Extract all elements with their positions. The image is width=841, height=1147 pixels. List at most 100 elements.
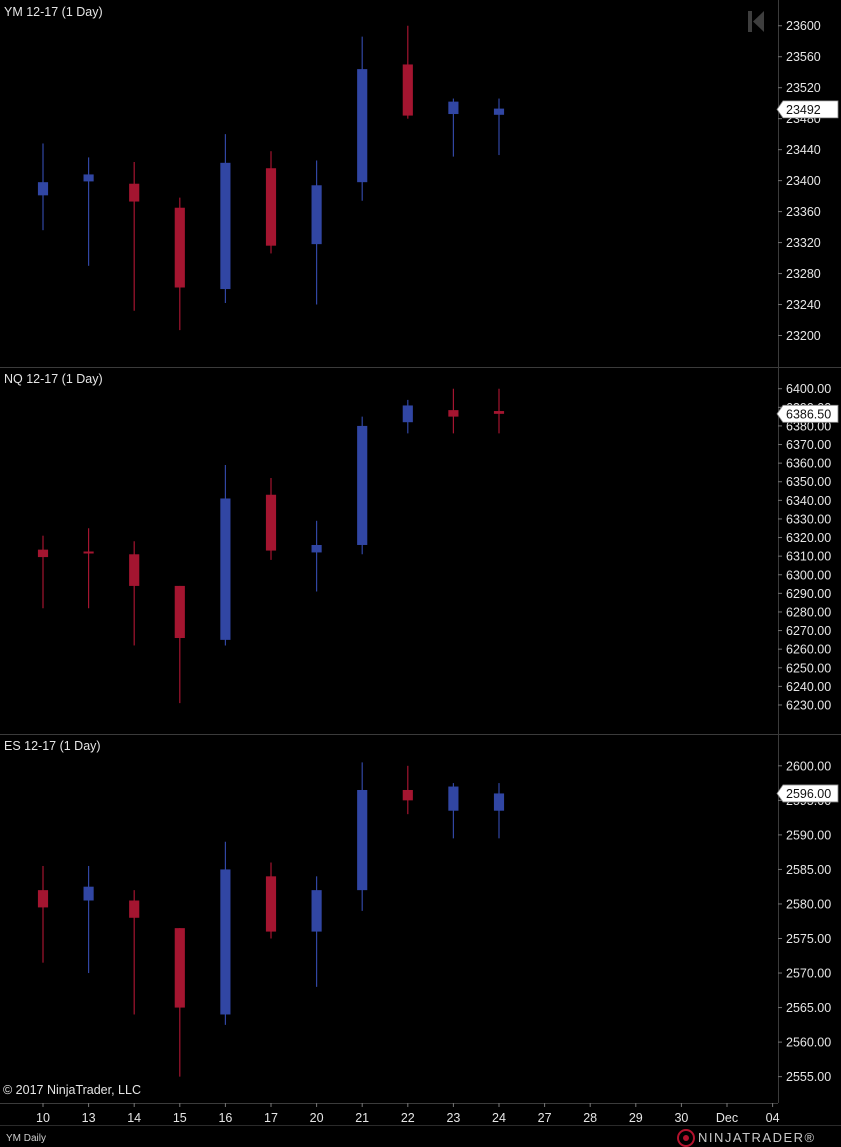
candle-21[interactable] xyxy=(357,416,368,555)
y-tick-label: 2560.00 xyxy=(786,1036,831,1050)
skip-to-end-icon[interactable] xyxy=(748,11,764,32)
candle-23[interactable] xyxy=(448,388,459,434)
candle-22[interactable] xyxy=(402,25,413,119)
candle-22[interactable] xyxy=(402,399,413,434)
candle-20[interactable] xyxy=(311,520,322,592)
candle-body xyxy=(220,162,231,290)
candle-24[interactable] xyxy=(493,98,505,156)
y-tick-label: 23560 xyxy=(786,50,821,64)
last-price-badge: 6386.50 xyxy=(776,404,839,423)
y-tick-label: 2565.00 xyxy=(786,1001,831,1015)
y-tick-label: 23360 xyxy=(786,205,821,219)
chart-panels: YM 12-17 (1 Day)236002356023520234802344… xyxy=(0,0,841,1103)
y-tick-label: 2580.00 xyxy=(786,897,831,911)
candle-body xyxy=(220,498,231,640)
candle-body xyxy=(357,789,368,891)
y-tick-label: 6350.00 xyxy=(786,475,831,489)
x-tick-label: 22 xyxy=(401,1111,415,1125)
y-tick-label: 6380.00 xyxy=(786,419,831,433)
last-price-value: 6386.50 xyxy=(786,407,831,421)
candle-14[interactable] xyxy=(129,890,140,1015)
candle-body xyxy=(129,900,140,918)
x-tick-label: 29 xyxy=(629,1111,643,1125)
candle-body xyxy=(174,928,185,1008)
candle-body xyxy=(37,182,49,196)
x-tick-label: 13 xyxy=(82,1111,96,1125)
timeframe-label: YM Daily xyxy=(6,1133,46,1144)
y-tick-label: 6360.00 xyxy=(786,457,831,471)
x-tick-label: 28 xyxy=(583,1111,597,1125)
y-tick-label: 2570.00 xyxy=(786,967,831,981)
y-tick-label: 23520 xyxy=(786,81,821,95)
candle-13[interactable] xyxy=(83,157,94,266)
candle-15[interactable] xyxy=(174,585,185,704)
y-tick-label: 6340.00 xyxy=(786,494,831,508)
candle-body xyxy=(129,554,140,586)
panel-2: NQ 12-17 (1 Day)6400.006390.006380.00637… xyxy=(0,367,841,734)
candle-22[interactable] xyxy=(402,765,413,815)
candle-15[interactable] xyxy=(174,928,185,1077)
candle-body xyxy=(129,183,140,202)
candle-24[interactable] xyxy=(493,388,505,434)
candle-17[interactable] xyxy=(265,151,277,254)
y-tick-label: 6400.00 xyxy=(786,382,831,396)
candle-body xyxy=(265,876,277,932)
x-axis: 10 13 14 15 16 17 20 21 22 23 24 27 28 29 30 Dec 04 xyxy=(0,1103,841,1126)
candle-body xyxy=(357,425,368,545)
x-tick-label: 04 xyxy=(766,1111,780,1125)
candle-13[interactable] xyxy=(83,865,94,974)
y-tick-label: 23400 xyxy=(786,174,821,188)
candle-body xyxy=(493,108,505,115)
candle-10[interactable] xyxy=(37,865,49,963)
candle-15[interactable] xyxy=(174,197,185,331)
candle-body xyxy=(265,168,277,246)
last-price-badge: 23492 xyxy=(776,100,839,119)
candle-body xyxy=(311,544,322,553)
candle-14[interactable] xyxy=(129,162,140,311)
candle-23[interactable] xyxy=(448,783,459,839)
y-tick-label: 23440 xyxy=(786,143,821,157)
candle-21[interactable] xyxy=(357,762,368,911)
candle-17[interactable] xyxy=(265,478,277,560)
panel-title: ES 12-17 (1 Day) xyxy=(4,739,101,753)
candle-body xyxy=(311,890,322,932)
candle-16[interactable] xyxy=(220,841,231,1025)
y-tick-label: 6270.00 xyxy=(786,624,831,638)
candle-body xyxy=(402,405,413,423)
candle-20[interactable] xyxy=(311,876,322,987)
candle-14[interactable] xyxy=(129,541,140,646)
candle-17[interactable] xyxy=(265,862,277,939)
candle-body xyxy=(83,174,94,182)
x-tick-label: 30 xyxy=(674,1111,688,1125)
candle-body xyxy=(83,886,94,901)
candle-10[interactable] xyxy=(37,143,49,231)
y-tick-label: 6320.00 xyxy=(786,531,831,545)
candle-10[interactable] xyxy=(37,535,49,609)
candle-13[interactable] xyxy=(83,528,94,609)
y-tick-label: 2585.00 xyxy=(786,863,831,877)
y-tick-label: 6300.00 xyxy=(786,568,831,582)
y-tick-label: 23600 xyxy=(786,19,821,33)
y-tick-label: 6280.00 xyxy=(786,605,831,619)
ninjatrader-logo-text: NINJATRADER® xyxy=(698,1130,816,1145)
candle-body xyxy=(37,549,49,558)
x-tick-label: 10 xyxy=(36,1111,50,1125)
x-tick-label: 24 xyxy=(492,1111,506,1125)
candle-body xyxy=(448,101,459,115)
candle-body xyxy=(493,793,505,811)
candle-16[interactable] xyxy=(220,134,231,303)
candle-16[interactable] xyxy=(220,464,231,646)
candle-body xyxy=(402,64,413,116)
candle-body xyxy=(493,411,505,414)
candle-24[interactable] xyxy=(493,783,505,839)
last-price-value: 23492 xyxy=(786,103,821,117)
candle-21[interactable] xyxy=(357,36,368,201)
candle-body xyxy=(402,789,413,801)
candle-body xyxy=(265,494,277,551)
y-tick-label: 2555.00 xyxy=(786,1070,831,1084)
candle-20[interactable] xyxy=(311,160,322,305)
panel-3: ES 12-17 (1 Day)2600.002595.002590.00258… xyxy=(0,734,841,1103)
y-tick-label: 6370.00 xyxy=(786,438,831,452)
candle-23[interactable] xyxy=(448,98,459,157)
